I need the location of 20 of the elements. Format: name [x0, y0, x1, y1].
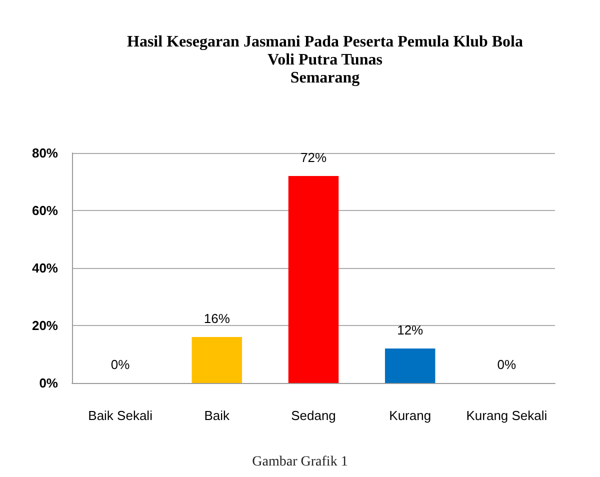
bar — [384, 348, 436, 383]
chart-title: Hasil Kesegaran Jasmani Pada Peserta Pemula Klub Bola Voli Putra Tunas Semarang — [127, 34, 523, 86]
bar — [288, 176, 339, 383]
y-tick-label: 40% — [32, 260, 58, 276]
y-tick-label: 20% — [32, 318, 58, 333]
data-label: 72% — [300, 150, 327, 165]
data-label: 0% — [110, 357, 130, 372]
bar — [192, 337, 242, 383]
x-tick-label: Kurang — [389, 408, 432, 423]
y-tick-label: 60% — [32, 203, 58, 218]
x-tick-label: Baik — [204, 408, 230, 423]
text: Gambar Grafik 1 — [252, 454, 348, 470]
y-tick-label: 0% — [39, 376, 58, 390]
x-tick-label: Baik Sekali — [88, 408, 153, 423]
data-label: 12% — [397, 322, 424, 338]
y-tick-label: 80% — [32, 146, 58, 160]
x-tick-label: Kurang Sekali — [466, 408, 548, 423]
data-label: 0% — [497, 357, 517, 372]
x-tick-label: Sedang — [291, 408, 336, 423]
data-label: 16% — [204, 311, 230, 326]
